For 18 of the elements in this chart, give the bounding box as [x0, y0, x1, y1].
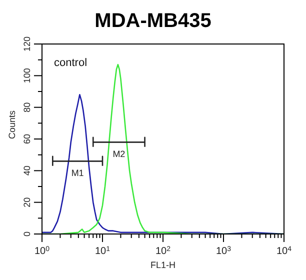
x-tick-label: 10$^{0}$	[34, 246, 50, 257]
x-tick-label: 10$^{4}$	[276, 246, 292, 257]
y-axis-title: Counts	[7, 110, 18, 139]
x-tick-label: 10$^{3}$	[216, 246, 232, 257]
x-tick-label: 10$^{2}$	[155, 246, 171, 257]
y-tick-label: 60	[22, 134, 32, 144]
y-tick-label: 0	[22, 231, 32, 237]
y-tick-label: 100	[22, 68, 32, 84]
y-tick-label: 40	[22, 166, 32, 176]
series-label: M2	[112, 149, 126, 160]
y-tick-label: 120	[22, 36, 32, 52]
x-tick-label: 10$^{1}$	[94, 246, 110, 257]
y-tick-label: 80	[22, 102, 32, 112]
y-tick-label: 20	[22, 197, 32, 208]
annotation: control	[54, 57, 88, 69]
chart-title: MDA-MB435	[94, 9, 212, 34]
series-label: M1	[71, 168, 84, 178]
x-axis-title: FL1-H	[150, 260, 176, 270]
